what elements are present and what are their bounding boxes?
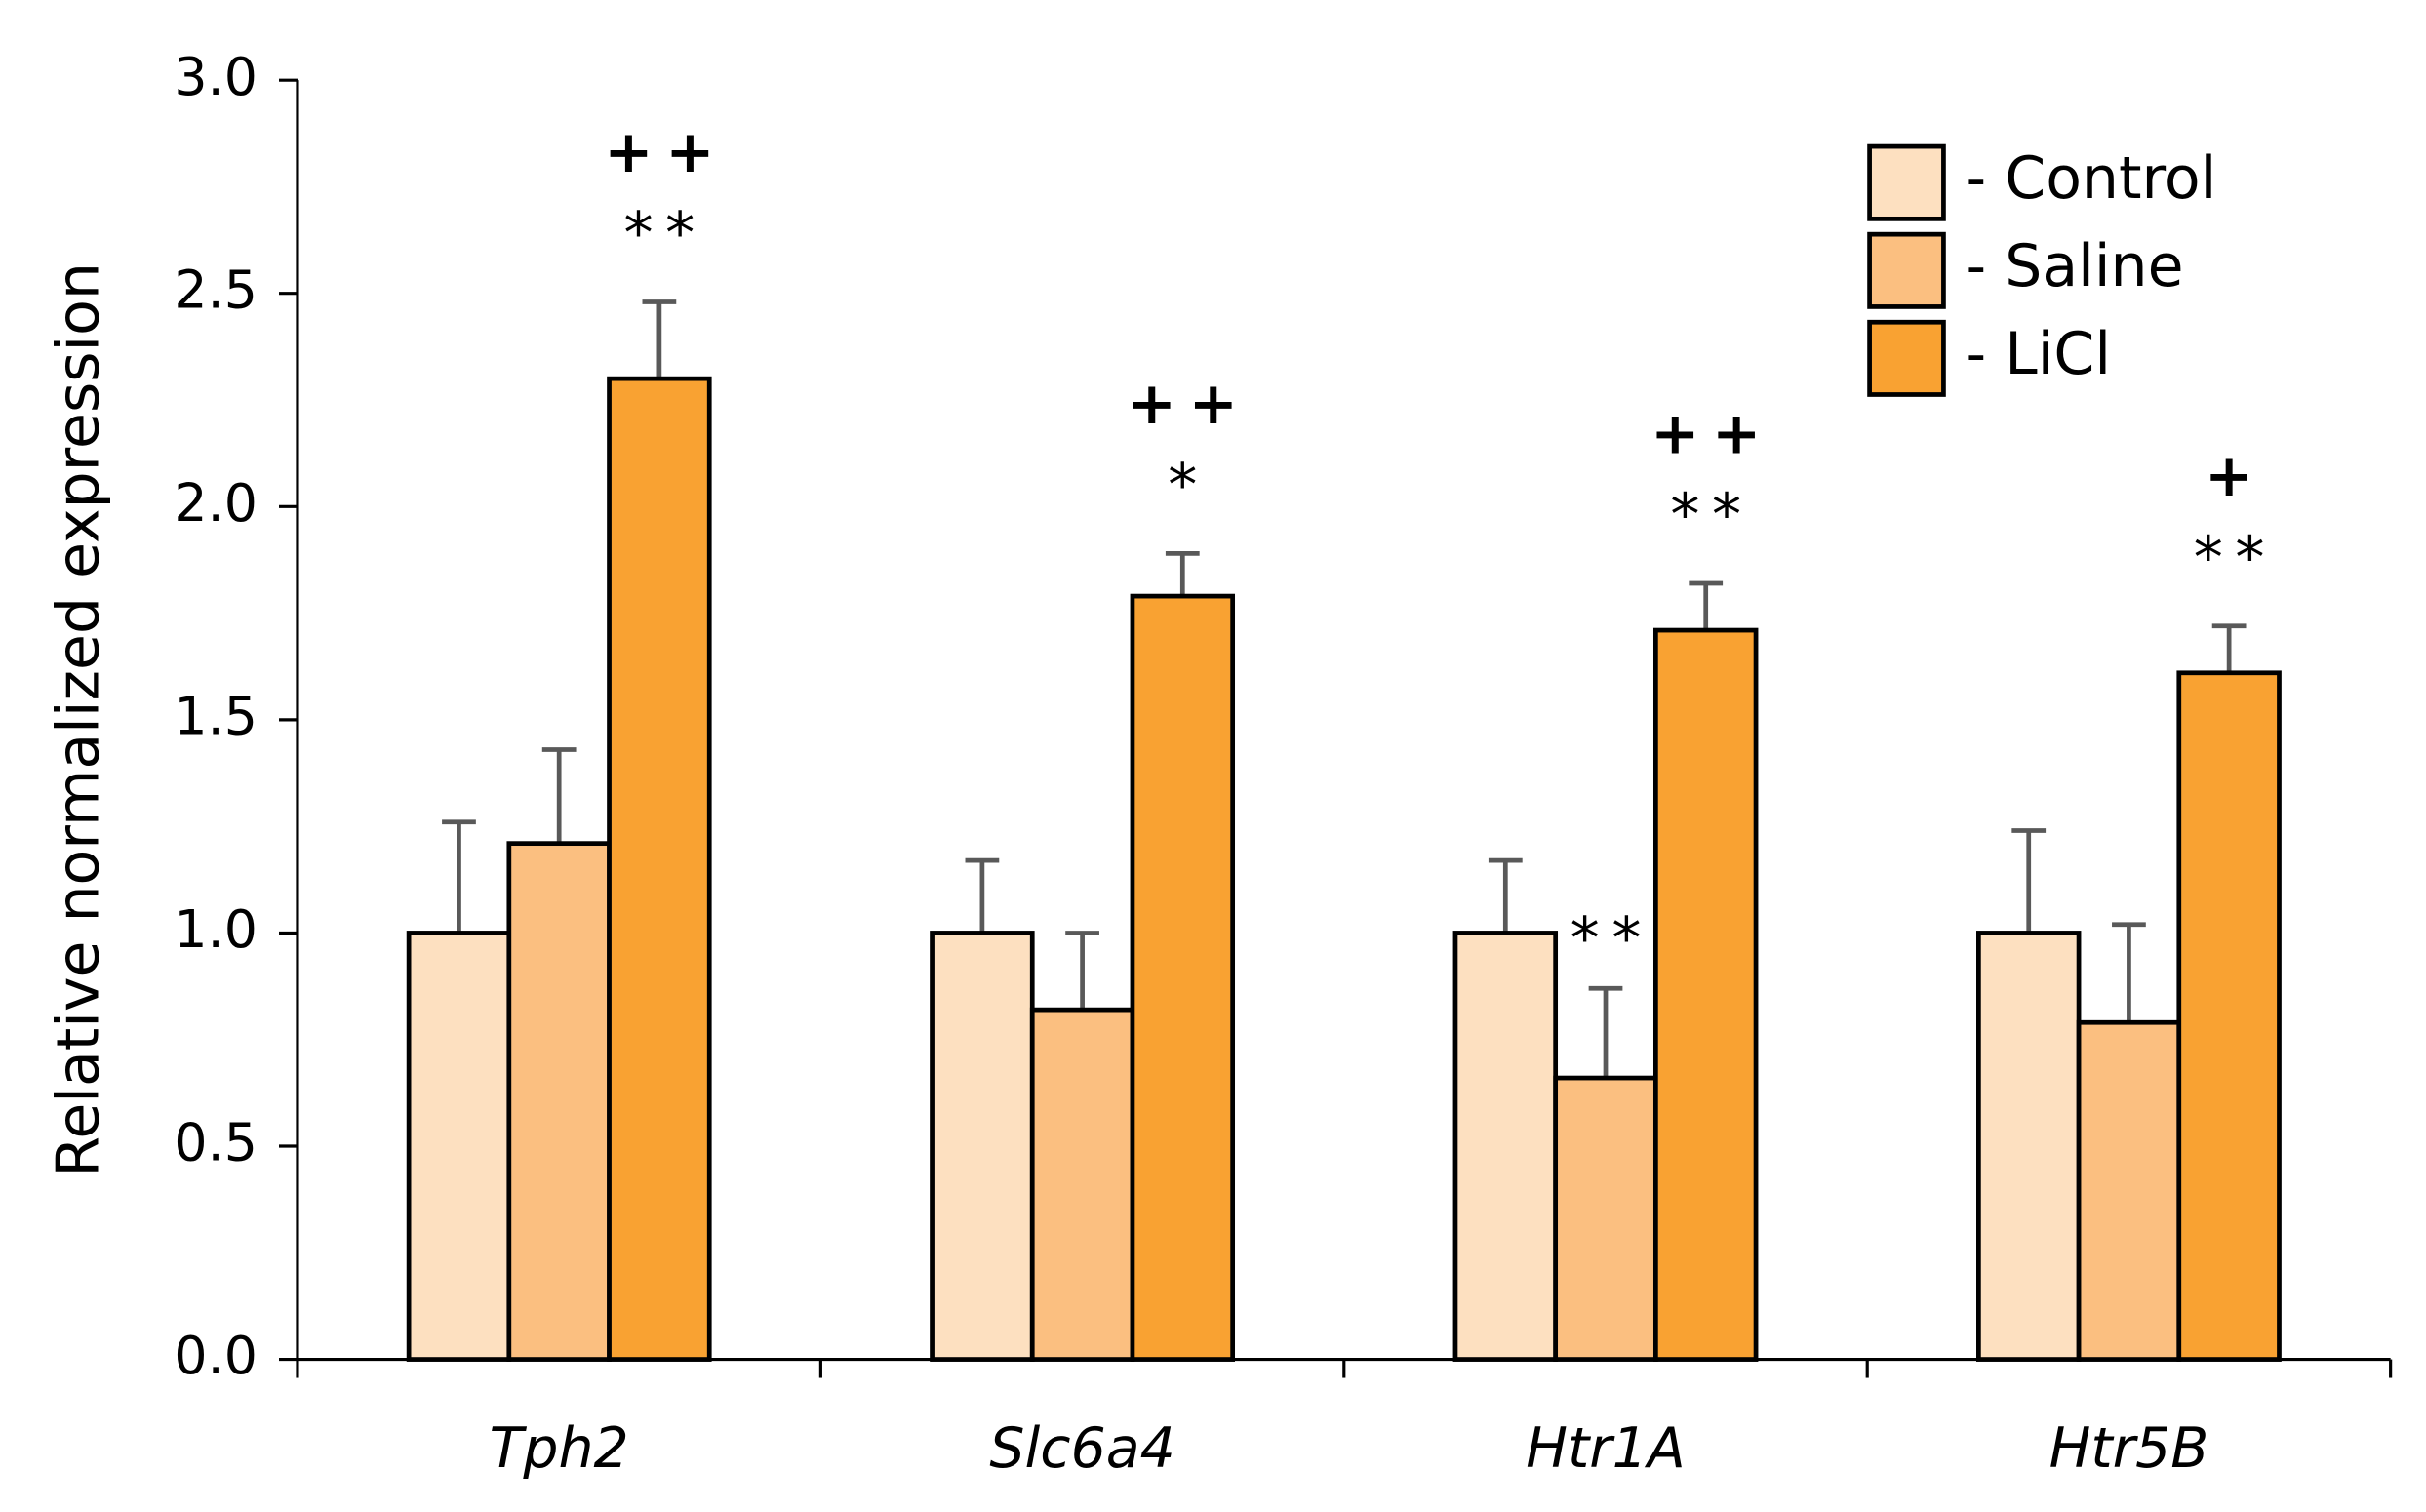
significance-plus: ++ bbox=[604, 118, 727, 186]
significance-star: ** bbox=[1571, 904, 1653, 973]
significance-star: * bbox=[1168, 452, 1210, 520]
bar bbox=[1452, 931, 1559, 1362]
bar bbox=[1130, 593, 1236, 1362]
legend-label: - LiCl bbox=[1966, 320, 2111, 388]
legend-swatch bbox=[1867, 231, 1946, 309]
x-tick-label: Htr1A bbox=[1526, 1416, 1686, 1481]
y-tick-label: 2.5 bbox=[174, 259, 257, 320]
significance-star: ** bbox=[624, 200, 707, 268]
y-tick-label: 3.0 bbox=[174, 46, 257, 107]
bar bbox=[1553, 1075, 1658, 1362]
significance-plus: ++ bbox=[1650, 399, 1773, 467]
x-tick-label: Tph2 bbox=[490, 1416, 629, 1481]
legend-swatch bbox=[1867, 143, 1946, 221]
bar bbox=[930, 931, 1035, 1362]
bar bbox=[1652, 627, 1759, 1362]
legend-swatch bbox=[1867, 319, 1946, 397]
bar bbox=[506, 841, 612, 1362]
bar bbox=[1029, 1007, 1135, 1362]
bar bbox=[1976, 931, 2082, 1362]
significance-plus: + bbox=[2205, 442, 2266, 510]
y-tick-label: 2.0 bbox=[174, 472, 257, 534]
bar bbox=[2076, 1019, 2182, 1362]
y-tick-label: 1.5 bbox=[174, 686, 257, 747]
bar bbox=[607, 376, 712, 1362]
y-axis-label: Relative normalized expression bbox=[44, 262, 112, 1177]
legend-label: - Saline bbox=[1966, 232, 2184, 300]
y-tick-label: 0.5 bbox=[174, 1112, 257, 1174]
bar bbox=[406, 931, 512, 1362]
y-tick-label: 0.0 bbox=[174, 1325, 257, 1386]
y-tick-label: 1.0 bbox=[174, 898, 257, 960]
significance-star: ** bbox=[2194, 524, 2277, 592]
significance-star: ** bbox=[1670, 481, 1753, 549]
x-tick-label: Htr5B bbox=[2049, 1416, 2209, 1481]
bar bbox=[2176, 670, 2282, 1362]
significance-plus: ++ bbox=[1128, 370, 1251, 438]
legend-label: - Control bbox=[1966, 144, 2217, 213]
x-tick-label: Slc6a4 bbox=[989, 1416, 1174, 1481]
